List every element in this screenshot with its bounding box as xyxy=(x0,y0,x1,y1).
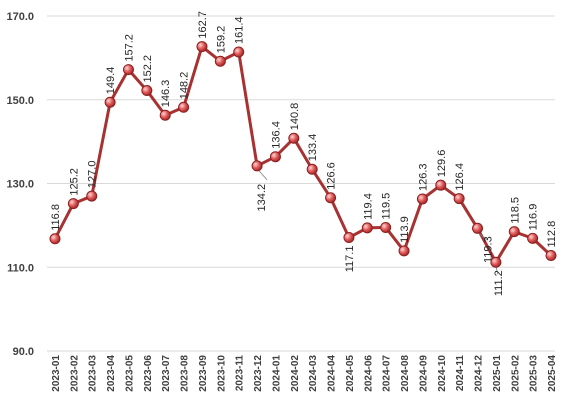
data-label: 162.7 xyxy=(197,11,209,39)
data-point xyxy=(361,222,373,234)
x-tick-label: 2023-07 xyxy=(161,355,172,392)
data-point xyxy=(159,109,171,121)
x-tick-label: 2023-09 xyxy=(198,355,209,392)
data-point xyxy=(325,192,337,204)
y-tick-label: 150.0 xyxy=(6,95,34,107)
data-label: 117.1 xyxy=(344,246,356,273)
data-point xyxy=(527,232,539,244)
data-label: 126.6 xyxy=(326,162,338,190)
x-tick-label: 2024-05 xyxy=(345,355,356,392)
data-label: 146.3 xyxy=(160,80,172,108)
data-label: 119.4 xyxy=(362,193,374,220)
data-point xyxy=(49,233,61,245)
data-point xyxy=(398,245,410,257)
data-point xyxy=(233,46,245,58)
data-markers xyxy=(49,41,557,268)
y-tick-label: 170.0 xyxy=(6,11,34,23)
x-tick-label: 2023-12 xyxy=(253,355,264,392)
data-label: 116.8 xyxy=(50,204,62,231)
label-leader xyxy=(477,231,488,241)
data-label: 140.8 xyxy=(289,103,301,131)
data-point xyxy=(214,55,226,67)
data-label: 161.4 xyxy=(234,16,246,44)
data-point xyxy=(251,160,263,172)
x-tick-label: 2024-02 xyxy=(290,355,301,392)
x-tick-label: 2023-03 xyxy=(88,355,99,392)
data-label: 112.8 xyxy=(546,221,558,248)
data-point xyxy=(122,64,134,76)
data-label: 126.3 xyxy=(417,163,429,191)
data-point xyxy=(472,222,484,234)
data-point xyxy=(196,41,208,53)
data-label: 134.2 xyxy=(256,184,268,212)
x-tick-label: 2023-02 xyxy=(69,355,80,392)
data-label: 119.5 xyxy=(381,193,393,220)
x-axis-ticks: 2023-01 2023-02 2023-03 2023-04 2023-05 2023-… xyxy=(51,355,558,392)
data-point xyxy=(178,101,190,113)
data-label: 152.2 xyxy=(142,55,154,83)
data-point xyxy=(67,198,79,210)
x-tick-label: 2023-11 xyxy=(235,355,246,392)
y-axis-ticks: 90.0 110.0 130.0 150.0 170.0 xyxy=(6,11,34,358)
x-tick-label: 2024-03 xyxy=(308,355,319,392)
data-label: 119.3 xyxy=(483,236,495,263)
x-tick-label: 2024-09 xyxy=(418,355,429,392)
y-tick-label: 110.0 xyxy=(7,262,34,274)
data-label: 111.2 xyxy=(493,270,505,296)
data-point xyxy=(508,226,520,238)
data-label: 118.5 xyxy=(509,197,521,224)
x-tick-label: 2024-08 xyxy=(400,355,411,392)
x-tick-label: 2023-04 xyxy=(106,355,117,392)
x-tick-label: 2024-10 xyxy=(437,355,448,392)
data-label: 116.9 xyxy=(528,204,540,231)
x-tick-label: 2024-06 xyxy=(363,355,374,392)
x-tick-label: 2025-02 xyxy=(510,355,521,392)
y-tick-label: 130.0 xyxy=(6,179,34,191)
data-point xyxy=(343,232,355,244)
series-line xyxy=(53,45,553,264)
data-label: 149.4 xyxy=(105,67,117,95)
data-point xyxy=(104,96,116,108)
x-tick-label: 2025-04 xyxy=(547,355,558,392)
data-label: 157.2 xyxy=(123,34,135,62)
x-tick-label: 2024-04 xyxy=(327,355,338,392)
data-label: 129.6 xyxy=(436,150,448,178)
data-label: 126.4 xyxy=(454,163,466,191)
data-point xyxy=(86,190,98,202)
label-leader xyxy=(258,170,268,181)
x-tick-label: 2023-10 xyxy=(216,355,227,392)
data-label: 159.2 xyxy=(215,26,227,54)
data-point xyxy=(288,132,300,144)
data-labels: 116.8 125.2 127.0 149.4 157.2 152.2 146.3 148.2… xyxy=(50,11,558,296)
x-tick-label: 2025-01 xyxy=(492,355,503,392)
data-point xyxy=(306,163,318,175)
data-point xyxy=(435,179,447,191)
x-tick-label: 2023-08 xyxy=(180,355,191,392)
gridlines xyxy=(47,15,555,352)
data-point xyxy=(490,256,502,268)
x-tick-label: 2025-03 xyxy=(529,355,540,392)
data-label: 148.2 xyxy=(179,72,191,100)
x-tick-label: 2024-12 xyxy=(474,355,485,392)
data-label: 125.2 xyxy=(68,168,80,196)
data-label: 133.4 xyxy=(307,134,319,162)
x-tick-label: 2024-07 xyxy=(382,355,393,392)
y-tick-label: 90.0 xyxy=(13,346,34,358)
data-label: 113.9 xyxy=(399,216,411,243)
data-label: 127.0 xyxy=(87,161,99,189)
series-line-path xyxy=(53,45,553,264)
data-point xyxy=(416,193,428,205)
x-tick-label: 2023-01 xyxy=(51,355,62,392)
x-tick-label: 2024-01 xyxy=(271,355,282,392)
data-point xyxy=(545,250,557,262)
data-point xyxy=(141,85,153,97)
data-label: 136.4 xyxy=(270,121,282,149)
data-point xyxy=(380,221,392,233)
data-point xyxy=(269,151,281,163)
x-tick-label: 2024-11 xyxy=(455,355,466,392)
x-tick-label: 2023-06 xyxy=(143,355,154,392)
x-tick-label: 2023-05 xyxy=(124,355,135,392)
data-point xyxy=(453,193,465,205)
